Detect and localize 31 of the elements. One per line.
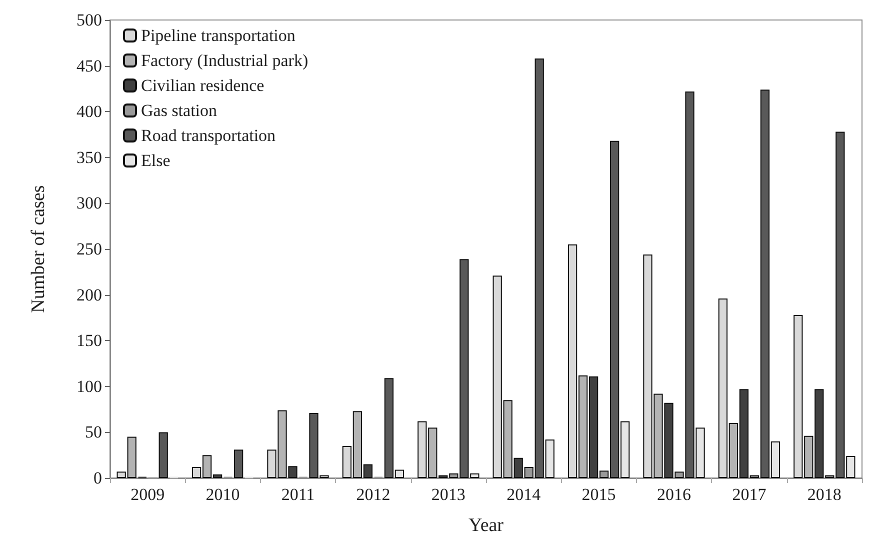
y-axis-title: Number of cases [28,185,49,313]
legend-label: Gas station [141,101,218,120]
y-tick-label: 450 [76,56,102,76]
y-tick-label: 400 [76,102,102,122]
bar [158,432,168,478]
legend-label: Else [141,151,170,170]
y-tick-label: 350 [76,148,102,167]
x-tick-label: 2015 [582,485,616,504]
x-tick-label: 2016 [657,485,691,504]
legend-label: Civilian residence [141,76,264,95]
y-tick-label: 50 [85,422,102,442]
x-tick-label: 2013 [431,485,466,504]
y-tick-label: 0 [94,468,102,488]
y-tick-label: 300 [76,194,102,213]
y-tick-label: 250 [76,240,102,258]
x-tick-label: 2011 [281,485,315,504]
x-tick-label: 2014 [506,485,542,504]
x-tick-label: 2009 [130,485,165,504]
x-tick-label: 2018 [807,485,842,504]
y-tick-label: 500 [76,10,102,30]
x-tick-label: 2012 [356,485,390,504]
x-tick-label: 2010 [206,485,240,504]
legend-label: Factory (Industrial park) [141,51,308,70]
y-tick-label: 200 [76,285,102,304]
y-tick-label: 100 [76,376,102,396]
x-tick-label: 2017 [732,485,767,504]
legend-label: Pipeline transportation [141,26,296,45]
bar [234,450,244,478]
legend-label: Road transportation [141,126,276,145]
y-tick-label: 150 [76,331,102,350]
x-axis-title: Year [468,515,504,536]
